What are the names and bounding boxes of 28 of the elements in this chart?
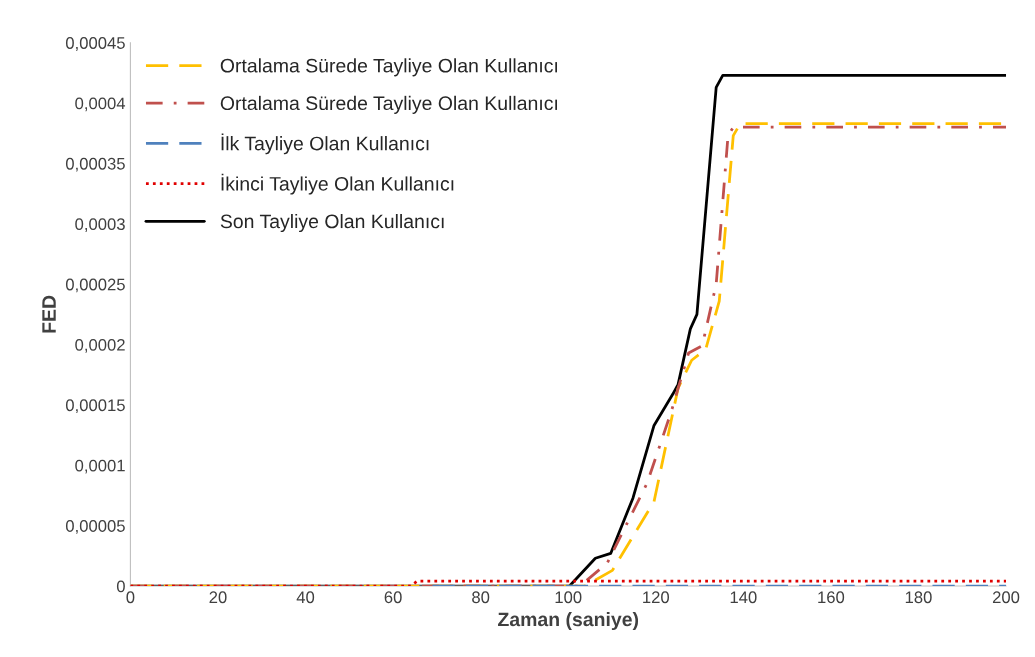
y-tick-label: 0,0003 (75, 218, 125, 232)
x-tick-label: 60 (384, 591, 402, 604)
x-axis-title: Zaman (saniye) (498, 612, 639, 631)
legend-label: Ortalama Sürede Tayliye Olan Kullanıcı (220, 95, 558, 114)
legend-label: Son Tayliye Olan Kullanıcı (220, 213, 444, 233)
x-tick-label: 40 (296, 591, 315, 604)
x-tick-label: 180 (905, 591, 932, 604)
y-tick-label: 0,0001 (75, 459, 125, 474)
legend-label: Ortalama Sürede Tayliye Olan Kullanıcı (220, 58, 558, 77)
y-tick-label: 0,0002 (75, 338, 125, 353)
legend-label: İkinci Tayliye Olan Kullanıcı (221, 173, 454, 195)
x-tick-label: 0 (126, 591, 135, 604)
x-tick-label: 160 (818, 591, 845, 604)
y-tick-label: 0,00025 (65, 278, 125, 293)
y-tick-label: 0,00005 (65, 520, 125, 534)
x-tick-label: 120 (643, 591, 670, 604)
legend-label: İlk Tayliye Olan Kullanıcı (221, 133, 429, 155)
y-tick-label: 0 (116, 580, 125, 593)
y-axis-title: FED (42, 295, 56, 333)
x-tick-label: 80 (472, 591, 490, 604)
y-tick-label: 0,00015 (65, 399, 125, 414)
x-tick-label: 140 (730, 591, 757, 604)
y-tick-label: 0,00035 (65, 157, 125, 172)
x-tick-label: 20 (209, 591, 227, 604)
x-tick-label: 200 (992, 591, 1020, 604)
x-tick-label: 100 (555, 591, 582, 604)
y-tick-label: 0,0004 (75, 97, 126, 112)
y-tick-label: 0,00045 (65, 37, 125, 51)
